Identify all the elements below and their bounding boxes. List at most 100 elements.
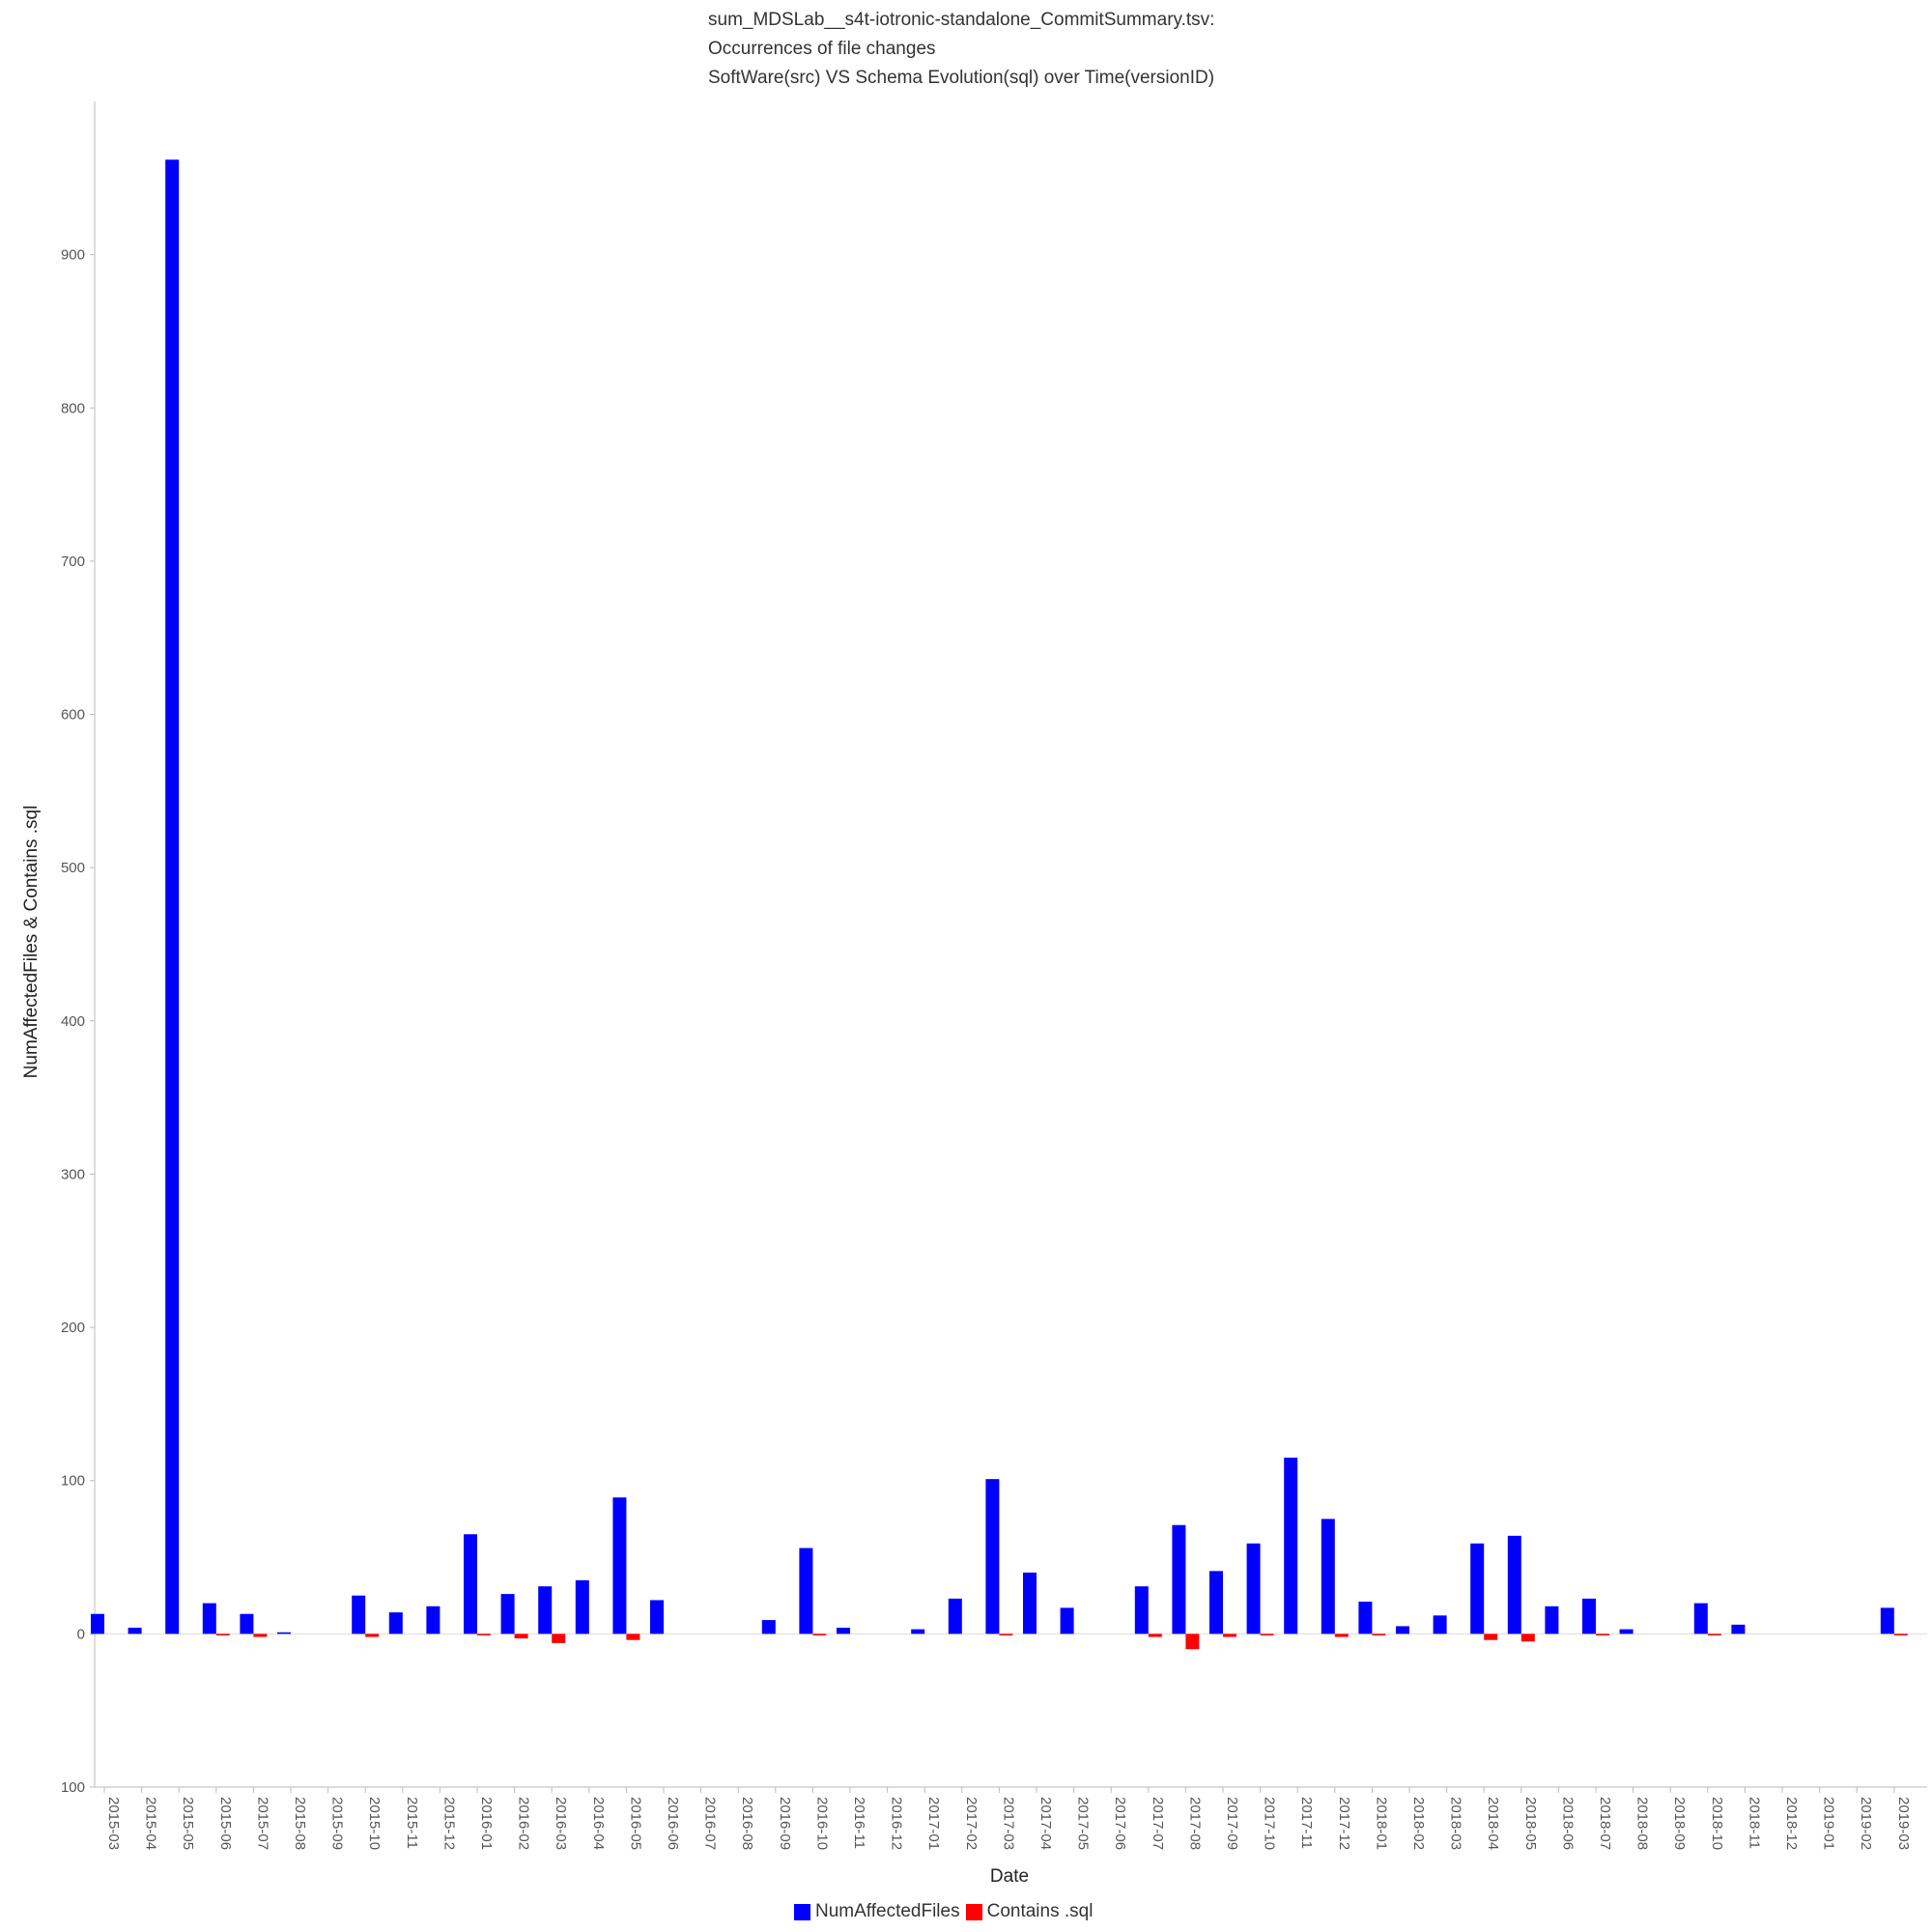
bar-num-affected-files	[277, 1632, 291, 1634]
x-tick-label: 2017-08	[1186, 1797, 1203, 1850]
bar-num-affected-files	[500, 1594, 515, 1634]
bar-num-affected-files	[1880, 1607, 1894, 1634]
bar-num-affected-files	[1284, 1457, 1298, 1634]
bar-contains-sql	[1520, 1634, 1535, 1642]
y-tick-label: 200	[61, 1320, 85, 1336]
legend-swatch-num-affected-files	[794, 1903, 810, 1920]
x-tick-label: 2016-01	[478, 1797, 495, 1850]
bar-num-affected-files	[1470, 1543, 1485, 1634]
bar-num-affected-files	[352, 1595, 366, 1634]
bar-num-affected-files	[911, 1629, 925, 1634]
chart-title-line-3: SoftWare(src) VS Schema Evolution(sql) o…	[708, 68, 1215, 88]
bar-num-affected-files	[1023, 1572, 1037, 1634]
bar-num-affected-files	[1545, 1605, 1559, 1634]
x-tick-label: 2018-10	[1709, 1797, 1725, 1850]
chart-legend: NumAffectedFiles Contains .sql	[794, 1901, 1098, 1922]
y-tick-label: 700	[61, 554, 85, 570]
bar-num-affected-files	[837, 1628, 850, 1634]
x-axis-title: Date	[990, 1866, 1029, 1887]
x-tick-label: 2018-02	[1410, 1797, 1427, 1850]
x-tick-label: 2017-04	[1037, 1797, 1054, 1850]
bar-contains-sql	[1260, 1634, 1274, 1635]
x-tick-label: 2015-07	[254, 1797, 270, 1850]
bar-num-affected-files	[91, 1613, 104, 1634]
bar-num-affected-files	[426, 1605, 440, 1634]
bar-num-affected-files	[388, 1612, 403, 1634]
bar-num-affected-files	[1433, 1615, 1447, 1634]
x-tick-label: 2015-06	[217, 1797, 234, 1850]
bar-contains-sql	[477, 1634, 491, 1635]
x-tick-label: 2015-03	[105, 1797, 122, 1850]
y-tick-label: 400	[61, 1013, 85, 1030]
bar-num-affected-files	[650, 1600, 664, 1634]
x-tick-label: 2015-11	[404, 1797, 420, 1849]
bar-num-affected-files	[240, 1613, 254, 1634]
y-tick-label: 100	[61, 1473, 85, 1490]
x-tick-label: 2018-04	[1485, 1797, 1501, 1850]
x-tick-label: 2017-03	[1000, 1797, 1016, 1850]
bar-contains-sql	[514, 1634, 528, 1639]
x-tick-label: 2017-05	[1075, 1797, 1092, 1850]
bar-num-affected-files	[202, 1603, 216, 1634]
x-tick-label: 2017-07	[1150, 1797, 1166, 1850]
x-tick-label: 2015-10	[366, 1797, 383, 1850]
bar-num-affected-files	[575, 1579, 589, 1634]
bar-num-affected-files	[1619, 1629, 1634, 1634]
x-tick-label: 2016-11	[851, 1797, 867, 1849]
x-tick-label: 2019-03	[1895, 1797, 1912, 1850]
x-tick-label: 2015-05	[180, 1797, 196, 1850]
x-tick-label: 2017-12	[1336, 1797, 1352, 1850]
x-tick-label: 2017-11	[1298, 1797, 1315, 1849]
legend-swatch-contains-sql	[965, 1903, 982, 1920]
bar-num-affected-files	[1731, 1624, 1746, 1634]
x-tick-label: 2016-04	[590, 1797, 607, 1850]
y-axis-title: NumAffectedFiles & Contains .sql	[21, 806, 42, 1079]
bar-contains-sql	[1185, 1634, 1200, 1650]
bar-contains-sql	[1223, 1634, 1236, 1637]
y-tick-label: 800	[61, 400, 85, 416]
x-tick-label: 2018-07	[1597, 1797, 1613, 1850]
x-tick-label: 2016-05	[627, 1797, 643, 1850]
legend-item-contains-sql: Contains .sql	[965, 1901, 1094, 1922]
chart-axes	[90, 101, 1927, 1793]
x-tick-label: 2016-09	[777, 1797, 793, 1850]
y-tick-label: 0	[77, 1626, 85, 1642]
x-tick-label: 2016-10	[813, 1797, 830, 1850]
x-tick-label: 2015-09	[329, 1797, 346, 1850]
x-tick-label: 2018-06	[1559, 1797, 1576, 1850]
bar-num-affected-files	[612, 1497, 627, 1634]
x-tick-label: 2015-04	[143, 1797, 159, 1850]
bar-num-affected-files	[985, 1479, 1000, 1634]
x-tick-label: 2016-08	[739, 1797, 755, 1850]
x-tick-label: 2018-05	[1522, 1797, 1539, 1850]
x-tick-label: 2016-06	[665, 1797, 681, 1850]
chart-title-line-2: Occurrences of file changes	[708, 39, 936, 59]
bar-contains-sql	[1707, 1634, 1721, 1635]
x-tick-label: 2018-11	[1746, 1797, 1762, 1849]
x-tick-label: 2016-07	[702, 1797, 719, 1850]
bar-contains-sql	[1334, 1634, 1349, 1637]
bar-contains-sql	[626, 1634, 640, 1640]
bar-num-affected-files	[1172, 1524, 1186, 1634]
x-tick-label: 2018-08	[1634, 1797, 1651, 1850]
x-tick-label: 2015-12	[440, 1797, 457, 1850]
bar-num-affected-files	[1507, 1535, 1521, 1634]
bar-num-affected-files	[1693, 1603, 1708, 1634]
bar-num-affected-files	[1060, 1607, 1074, 1634]
x-tick-label: 2017-10	[1262, 1797, 1278, 1850]
x-tick-label: 2017-01	[925, 1797, 942, 1850]
y-tick-label: 100	[61, 1779, 85, 1796]
chart-bars	[91, 159, 1908, 1650]
bar-num-affected-files	[1396, 1626, 1409, 1634]
x-tick-label: 2018-03	[1448, 1797, 1464, 1850]
legend-label-contains-sql: Contains .sql	[986, 1901, 1094, 1921]
x-tick-label: 2017-06	[1112, 1797, 1128, 1850]
x-tick-label: 2017-09	[1224, 1797, 1240, 1850]
legend-label-num-affected-files: NumAffectedFiles	[815, 1901, 960, 1921]
bar-contains-sql	[215, 1634, 230, 1635]
y-tick-label: 500	[61, 860, 85, 876]
x-tick-label: 2015-08	[292, 1797, 308, 1850]
x-tick-label: 2016-12	[889, 1797, 905, 1850]
bar-contains-sql	[1893, 1634, 1908, 1635]
